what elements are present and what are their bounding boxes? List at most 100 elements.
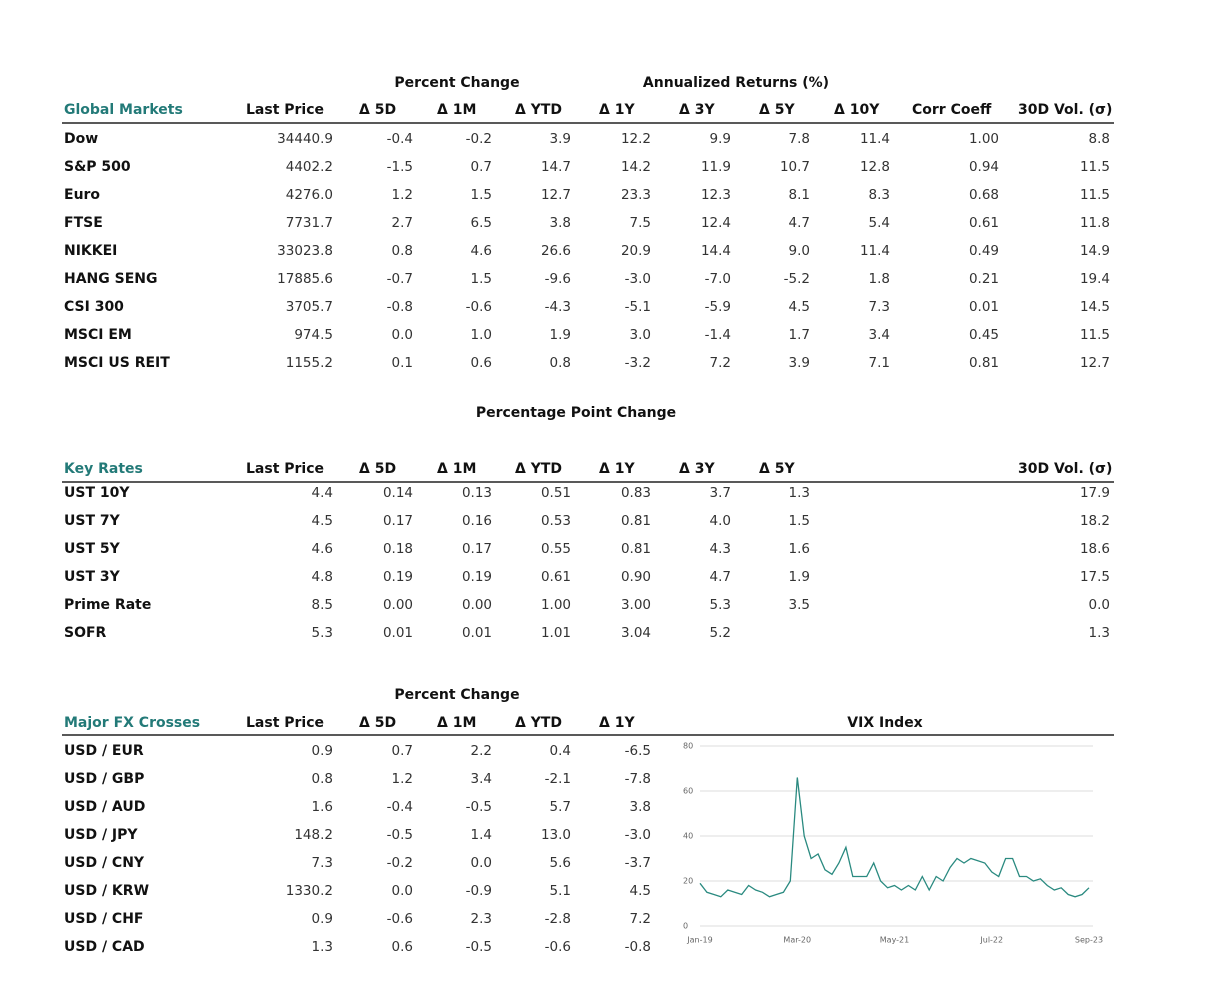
cell: -0.9	[466, 883, 492, 899]
cell: -0.7	[387, 271, 413, 287]
cell: 0.17	[462, 541, 492, 557]
cell: 3.5	[789, 597, 810, 613]
cell: 2.3	[471, 911, 492, 927]
cell: 0.0	[471, 855, 492, 871]
cell: -5.9	[705, 299, 731, 315]
cell: 3.8	[630, 799, 651, 815]
cell: 0.81	[969, 355, 999, 371]
cell: 148.2	[294, 827, 333, 843]
cell: 1.5	[789, 513, 810, 529]
row-label: SOFR	[64, 625, 107, 641]
column-header: 30D Vol. (σ)	[1018, 461, 1112, 477]
cell: 17.5	[1080, 569, 1110, 585]
column-header: Δ YTD	[515, 715, 562, 731]
cell: 9.9	[710, 131, 731, 147]
cell: 2.2	[471, 743, 492, 759]
row-label: FTSE	[64, 215, 103, 231]
cell: 3.8	[550, 215, 571, 231]
cell: 20.9	[621, 243, 651, 259]
cell: 12.3	[701, 187, 731, 203]
column-header: Δ 1M	[437, 102, 476, 118]
cell: 4402.2	[286, 159, 333, 175]
group-header: Annualized Returns (%)	[643, 75, 829, 91]
cell: -0.6	[545, 939, 571, 955]
cell: 1330.2	[286, 883, 333, 899]
cell: -6.5	[625, 743, 651, 759]
cell: 4.5	[789, 299, 810, 315]
column-header: Δ 1Y	[599, 102, 635, 118]
cell: -0.5	[387, 827, 413, 843]
cell: 4.6	[312, 541, 333, 557]
cell: -3.2	[625, 355, 651, 371]
cell: 0.0	[392, 883, 413, 899]
cell: 0.18	[383, 541, 413, 557]
cell: 9.0	[789, 243, 810, 259]
y-tick-label: 20	[683, 877, 693, 886]
cell: 11.5	[1080, 327, 1110, 343]
cell: 0.8	[550, 355, 571, 371]
cell: -0.5	[466, 939, 492, 955]
row-label: Prime Rate	[64, 597, 151, 613]
cell: 0.1	[392, 355, 413, 371]
cell: 7.2	[630, 911, 651, 927]
row-label: NIKKEI	[64, 243, 117, 259]
cell: -5.2	[784, 271, 810, 287]
row-label: UST 7Y	[64, 513, 121, 529]
cell: 7.3	[312, 855, 333, 871]
cell: 1.2	[392, 187, 413, 203]
cell: 7.3	[869, 299, 890, 315]
cell: 1.7	[789, 327, 810, 343]
cell: 3.00	[621, 597, 651, 613]
column-header: Global Markets	[64, 102, 183, 118]
cell: 4.5	[630, 883, 651, 899]
cell: 5.4	[869, 215, 890, 231]
row-label: UST 10Y	[64, 485, 130, 501]
cell: 7.2	[710, 355, 731, 371]
cell: 14.2	[621, 159, 651, 175]
cell: 1.2	[392, 771, 413, 787]
cell: 1.9	[789, 569, 810, 585]
row-label: HANG SENG	[64, 271, 158, 287]
cell: 4.0	[710, 513, 731, 529]
column-header: Last Price	[246, 461, 324, 477]
cell: 0.9	[312, 911, 333, 927]
cell: 0.01	[969, 299, 999, 315]
cell: 0.68	[969, 187, 999, 203]
cell: 4.3	[710, 541, 731, 557]
cell: 10.7	[780, 159, 810, 175]
cell: 12.8	[860, 159, 890, 175]
cell: 0.4	[550, 743, 571, 759]
cell: -7.0	[705, 271, 731, 287]
column-header: Last Price	[246, 102, 324, 118]
cell: 0.61	[969, 215, 999, 231]
cell: 0.49	[969, 243, 999, 259]
row-label: MSCI US REIT	[64, 355, 170, 371]
cell: -4.3	[545, 299, 571, 315]
cell: 7.5	[630, 215, 651, 231]
cell: 34440.9	[277, 131, 333, 147]
cell: 974.5	[294, 327, 333, 343]
y-tick-label: 0	[683, 922, 688, 931]
cell: 4.6	[471, 243, 492, 259]
row-label: Dow	[64, 131, 98, 147]
cell: 0.6	[471, 355, 492, 371]
cell: -0.2	[466, 131, 492, 147]
cell: 8.8	[1089, 131, 1110, 147]
cell: -0.8	[387, 299, 413, 315]
cell: 1.6	[312, 799, 333, 815]
cell: 0.00	[383, 597, 413, 613]
cell: -0.4	[387, 799, 413, 815]
y-tick-label: 60	[683, 787, 693, 796]
cell: 5.6	[550, 855, 571, 871]
cell: 0.81	[621, 513, 651, 529]
cell: -0.4	[387, 131, 413, 147]
cell: 0.83	[621, 485, 651, 501]
cell: 8.1	[789, 187, 810, 203]
cell: -3.0	[625, 827, 651, 843]
row-label: USD / EUR	[64, 743, 144, 759]
cell: -1.5	[387, 159, 413, 175]
row-label: USD / CHF	[64, 911, 144, 927]
cell: 1.4	[471, 827, 492, 843]
row-label: UST 3Y	[64, 569, 121, 585]
